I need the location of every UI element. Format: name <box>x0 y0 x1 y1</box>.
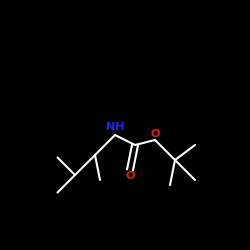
Text: O: O <box>150 129 160 139</box>
Text: O: O <box>125 171 135 181</box>
Text: NH: NH <box>106 122 124 132</box>
